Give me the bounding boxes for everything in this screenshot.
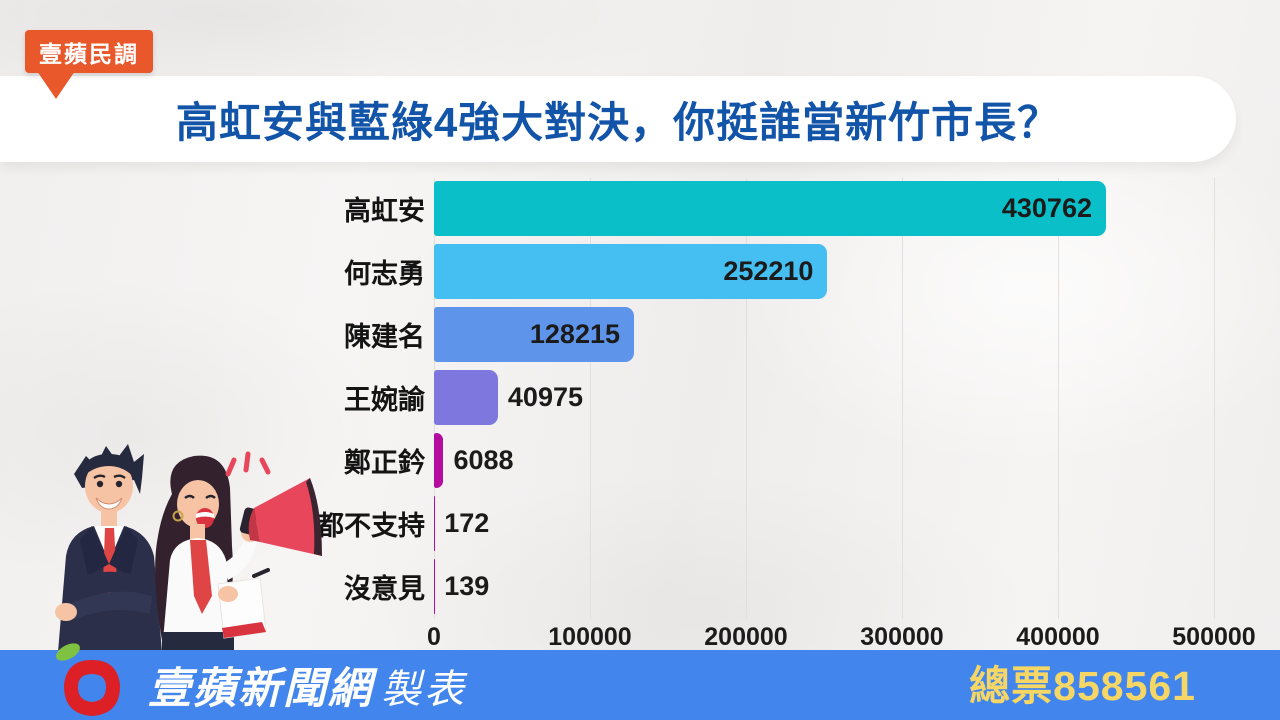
category-label: 都不支持 — [317, 511, 425, 541]
apple-leaf — [56, 643, 80, 661]
man-hand — [55, 603, 77, 621]
bar-track: 172 — [434, 496, 1214, 551]
bar-chart: 高虹安 430762 何志勇 252210 陳建名 128215 王婉諭 40975 鄭正鈐 60… — [0, 178, 1256, 651]
value-label: 40975 — [507, 382, 583, 412]
bar-row: 何志勇 252210 — [0, 244, 1214, 299]
bar-row: 高虹安 430762 — [0, 181, 1214, 236]
value-label: 252210 — [723, 256, 814, 286]
page-title: 高虹安與藍綠4強大對決，你挺誰當新竹市長？ — [175, 98, 1061, 146]
bar-track: 40975 — [434, 370, 1214, 425]
category-label: 王婉諭 — [344, 385, 425, 415]
footer-brand: 壹蘋新聞網 製表 — [148, 654, 467, 716]
bar: 128215 — [434, 307, 634, 362]
axis-tick-label: 400000 — [1016, 623, 1100, 651]
brand-name: 壹蘋新聞網 — [148, 665, 373, 713]
megaphone-cone — [254, 478, 322, 556]
total-votes: 總票858561 — [969, 663, 1196, 709]
axis-tick-label: 100000 — [548, 623, 632, 651]
value-label: 128215 — [529, 319, 620, 349]
poll-badge: 壹蘋民調 — [25, 30, 153, 99]
bar-track: 430762 — [434, 181, 1214, 236]
poll-badge-label: 壹蘋民調 — [39, 40, 139, 67]
bar-row: 沒意見 139 — [0, 559, 1214, 614]
bar — [434, 433, 444, 488]
axis-tick-label: 0 — [427, 623, 441, 651]
axis-tick-label: 200000 — [704, 623, 788, 651]
category-label: 沒意見 — [344, 574, 425, 604]
axis-tick-label: 300000 — [860, 623, 944, 651]
axis-tick-label: 500000 — [1172, 623, 1256, 651]
badge-pointer-icon — [37, 71, 75, 99]
apple-body — [64, 660, 120, 716]
bar-row: 王婉諭 40975 — [0, 370, 1214, 425]
sound-marks-icon — [225, 451, 271, 477]
woman-tie — [190, 540, 212, 614]
bar: 430762 — [434, 181, 1106, 236]
category-label: 高虹安 — [344, 196, 425, 226]
bar: 252210 — [434, 244, 828, 299]
category-label: 鄭正鈐 — [344, 448, 425, 478]
bar — [434, 370, 498, 425]
brand-suffix: 製表 — [381, 668, 467, 712]
bar-track: 139 — [434, 559, 1214, 614]
category-label: 何志勇 — [344, 259, 425, 289]
illustration-people-megaphone — [55, 444, 322, 652]
pen — [252, 568, 270, 578]
x-axis: 0 100000 200000 300000 400000 500000 — [427, 623, 1256, 659]
footer-bar: 壹蘋新聞網 製表 總票858561 — [0, 643, 1280, 720]
bar-row: 鄭正鈐 6088 — [0, 433, 1214, 488]
category-label: 陳建名 — [344, 322, 425, 352]
bar-track: 128215 — [434, 307, 1214, 362]
value-label: 6088 — [453, 445, 514, 475]
bar-track: 6088 — [434, 433, 1214, 488]
title-banner: 高虹安與藍綠4強大對決，你挺誰當新竹市長？ — [0, 76, 1236, 162]
chart-rows: 高虹安 430762 何志勇 252210 陳建名 128215 王婉諭 40975 鄭正鈐 60… — [0, 181, 1214, 614]
gridline — [1214, 178, 1215, 619]
woman-skirt — [162, 632, 234, 652]
bar-track: 252210 — [434, 244, 1214, 299]
bar-row: 陳建名 128215 — [0, 307, 1214, 362]
bar-row: 都不支持 172 — [0, 496, 1214, 551]
earring — [172, 510, 184, 522]
value-label: 172 — [444, 508, 490, 538]
apple-logo-icon — [56, 643, 120, 716]
value-label: 139 — [444, 571, 490, 601]
value-label: 430762 — [1001, 193, 1092, 223]
